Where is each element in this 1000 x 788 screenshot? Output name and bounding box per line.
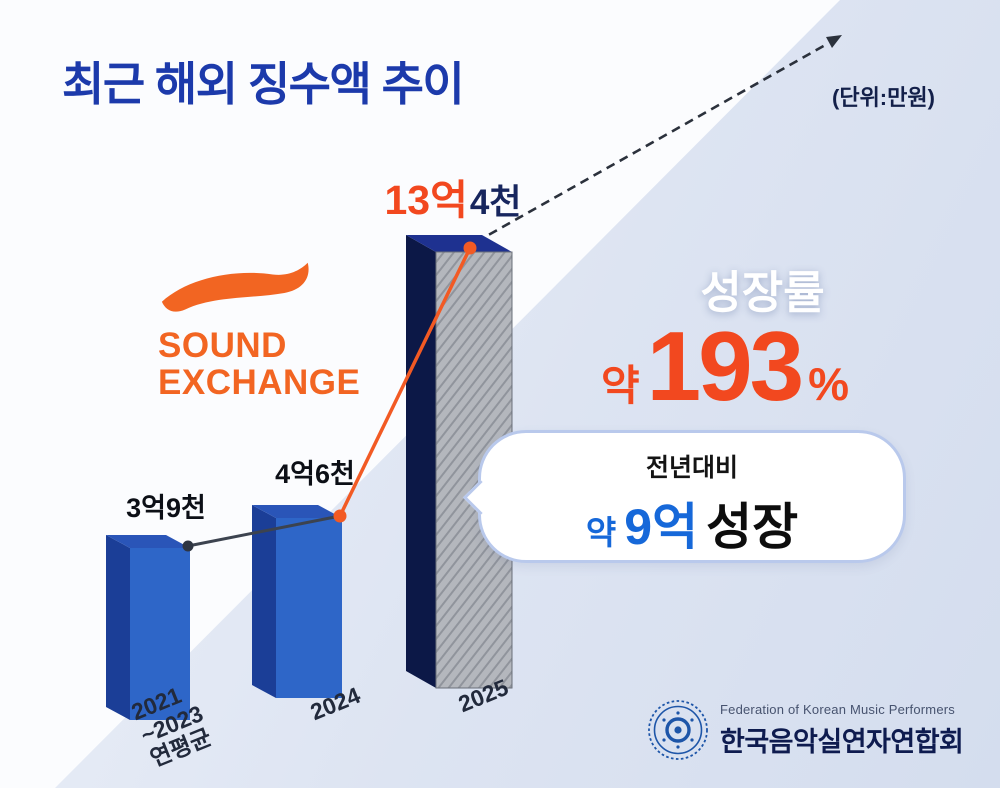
percent-sign: % [808,358,850,410]
org-footer: Federation of Korean Music Performers 한국… [646,698,964,762]
logo-text-line2: EXCHANGE [158,363,361,402]
growth-rate: 약 193 % [540,310,910,423]
soundexchange-logo: SOUND EXCHANGE [158,260,361,402]
value-label-2025: 13억 4천 [362,166,544,226]
growth-approx-label: 약 [600,362,640,409]
trend-line-1 [187,514,341,548]
org-emblem-icon [648,700,708,760]
bubble-amount: 9억 [624,499,699,555]
unit-label: (단위:만원) [832,85,935,110]
org-names: Federation of Korean Music Performers 한국… [720,701,964,759]
page-title: 최근 해외 징수액 추이 [62,58,465,110]
trend-line-2 [338,247,472,517]
trend-dot-1 [182,540,194,552]
logo-text-line1: SOUND [158,326,287,365]
value-label-2024: 4억6천 [275,459,355,489]
bubble-line2: 약 9억 성장 [481,487,903,559]
growth-arrow [475,35,842,244]
growth-heading: 성장률 [700,267,825,318]
growth-value: 193 [646,311,805,421]
org-name-kr: 한국음악실연자연합회 [720,726,964,757]
trend-dot-3 [463,241,477,255]
org-name-en: Federation of Korean Music Performers [720,701,955,717]
bar-2024 [252,505,342,698]
bubble-approx-label: 약 [585,514,617,551]
trend-dot-2 [333,509,347,523]
logo-swoosh-icon [161,262,309,312]
value-label-2025-main: 13억 [384,177,468,223]
bubble-suffix: 성장 [706,499,799,555]
speech-bubble: 전년대비 약 9억 성장 [478,430,906,563]
bubble-line1: 전년대비 [645,454,738,482]
value-label-2021-2023: 3억9천 [126,493,206,523]
bar-2021-2023 [106,535,190,720]
value-label-2025-sub: 4천 [469,183,522,222]
